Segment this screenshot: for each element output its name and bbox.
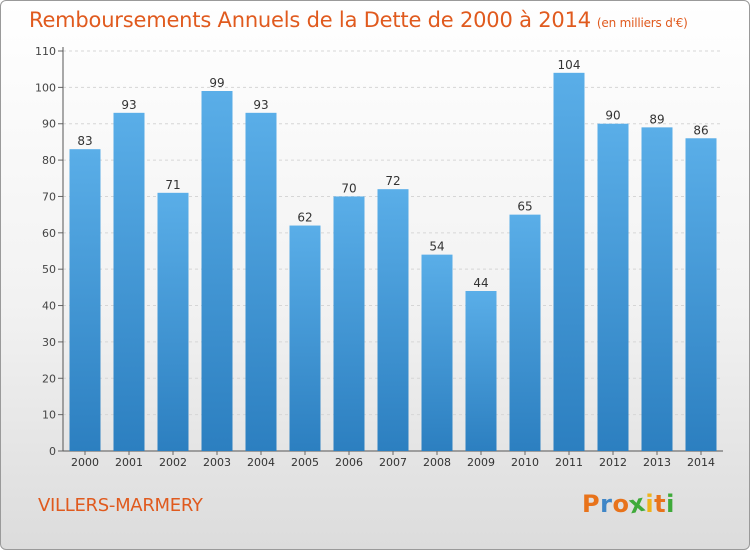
bar [113, 112, 145, 452]
y-tick-label: 50 [42, 263, 56, 276]
bar [509, 214, 541, 451]
data-label: 71 [165, 178, 180, 192]
x-tick-label: 2004 [247, 456, 275, 469]
x-tick-label: 2010 [511, 456, 539, 469]
y-tick-label: 40 [42, 300, 56, 313]
y-tick-label: 80 [42, 154, 56, 167]
y-tick-label: 70 [42, 190, 56, 203]
logo-letter: r [600, 490, 613, 518]
bar [289, 225, 321, 451]
y-tick-label: 110 [35, 45, 56, 58]
y-tick-label: 100 [35, 81, 56, 94]
bar [69, 149, 101, 451]
x-tick-label: 2009 [467, 456, 495, 469]
bar [685, 138, 717, 452]
y-tick-label: 60 [42, 227, 56, 240]
data-label: 89 [649, 112, 664, 126]
proxiti-logo: Proxiti [582, 489, 675, 520]
bar [553, 72, 585, 452]
chart-title-text: Remboursements Annuels de la Dette de 20… [29, 8, 591, 32]
logo-letter: i [645, 490, 655, 518]
bar [597, 123, 629, 452]
y-tick-label: 30 [42, 336, 56, 349]
data-label: 90 [605, 109, 620, 123]
data-label: 70 [341, 181, 356, 195]
data-label: 65 [517, 200, 532, 214]
y-tick-label: 0 [49, 445, 56, 458]
data-label: 72 [385, 174, 400, 188]
bar [421, 254, 453, 451]
x-tick-label: 2008 [423, 456, 451, 469]
bar [245, 112, 277, 452]
logo-letter: i [666, 490, 675, 518]
x-tick-label: 2014 [687, 456, 715, 469]
data-label: 93 [121, 98, 136, 112]
x-tick-label: 2002 [159, 456, 187, 469]
data-label: 99 [209, 76, 224, 90]
data-label: 86 [693, 123, 708, 137]
x-tick-label: 2001 [115, 456, 143, 469]
data-label: 62 [297, 211, 312, 225]
commune-name: VILLERS-MARMERY [38, 495, 203, 516]
bar [377, 189, 409, 451]
chart-title: Remboursements Annuels de la Dette de 20… [29, 8, 688, 32]
logo-letter: P [582, 490, 601, 518]
data-label: 104 [558, 58, 581, 72]
x-tick-label: 2012 [599, 456, 627, 469]
data-label: 83 [77, 134, 92, 148]
logo-letter: o [612, 490, 630, 518]
data-label: 93 [253, 98, 268, 112]
y-tick-label: 90 [42, 118, 56, 131]
x-tick-label: 2005 [291, 456, 319, 469]
bar [333, 196, 365, 451]
bar [201, 91, 233, 451]
logo-letter: t [654, 490, 667, 518]
bar [641, 127, 673, 451]
bar [465, 291, 497, 451]
data-label: 44 [473, 276, 488, 290]
x-tick-label: 2011 [555, 456, 583, 469]
y-tick-label: 10 [42, 409, 56, 422]
x-tick-label: 2013 [643, 456, 671, 469]
x-tick-label: 2007 [379, 456, 407, 469]
chart-unit: (en milliers d'€) [596, 16, 688, 30]
y-tick-label: 20 [42, 372, 56, 385]
data-label: 54 [429, 240, 444, 254]
bar [157, 192, 189, 451]
x-tick-label: 2006 [335, 456, 363, 469]
x-tick-label: 2003 [203, 456, 231, 469]
x-tick-label: 2000 [71, 456, 99, 469]
